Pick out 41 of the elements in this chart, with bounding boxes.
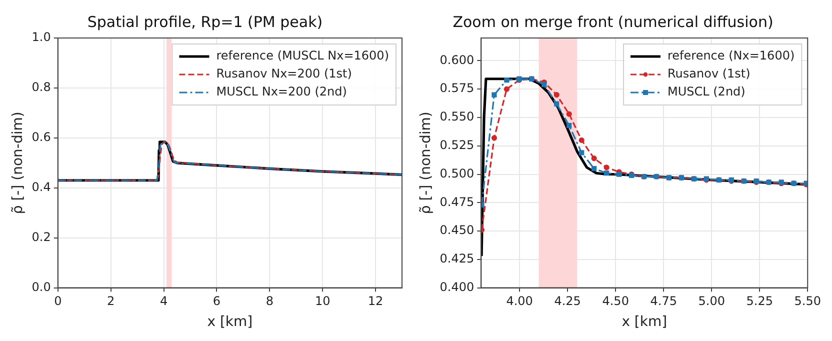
y-tick-label: 0.525 (440, 138, 474, 152)
y-tick-label: 0.8 (32, 80, 51, 94)
chart-title: Zoom on merge front (numerical diffusion) (452, 12, 774, 31)
legend-label: Rusanov Nx=200 (1st) (216, 66, 352, 81)
x-axis-title: x [km] (622, 314, 668, 330)
y-tick-label: 0.6 (32, 130, 51, 144)
x-tick-label: 0 (54, 294, 62, 308)
y-tick-label: 0.600 (440, 52, 474, 67)
y-tick-label: 0.2 (32, 230, 51, 244)
y-tick-label: 0.400 (440, 280, 474, 294)
x-tick-label: 4.50 (602, 294, 629, 308)
x-tick-label: 5.25 (746, 294, 773, 308)
y-axis-title: ρ̃ [-] (non-dim) (418, 112, 434, 214)
x-tick-label: 2 (107, 294, 115, 308)
x-tick-label: 4.00 (506, 294, 533, 308)
x-tick-label: 5.50 (794, 294, 821, 308)
legend-label: reference (Nx=1600) (667, 48, 795, 63)
y-tick-label: 0.4 (32, 180, 51, 194)
x-tick-label: 8 (266, 294, 274, 308)
y-tick-label: 0.0 (32, 280, 51, 294)
x-tick-label: 10 (314, 294, 330, 308)
x-tick-label: 6 (212, 294, 221, 308)
y-tick-label: 0.550 (440, 110, 474, 124)
y-tick-label: 0.500 (440, 166, 474, 180)
x-tick-label: 4 (160, 294, 168, 308)
legend-label: MUSCL Nx=200 (2nd) (216, 84, 347, 99)
x-tick-label: 5.00 (698, 294, 725, 308)
x-axis-title: x [km] (207, 314, 253, 330)
legend-label: Rusanov (1st) (667, 66, 750, 81)
x-tick-label: 4.25 (554, 294, 581, 308)
y-tick-label: 1.0 (32, 30, 51, 44)
chart-title: Spatial profile, Rp=1 (PM peak) (87, 12, 323, 31)
y-tick-label: 0.450 (440, 223, 474, 238)
legend-label: MUSCL (2nd) (667, 84, 746, 99)
x-tick-label: 4.75 (650, 294, 677, 308)
x-tick-label: 12 (368, 294, 384, 308)
legend-label: reference (MUSCL Nx=1600) (216, 48, 389, 63)
y-tick-label: 0.575 (440, 81, 474, 96)
y-axis-title: ρ̃ [-] (non-dim) (10, 112, 26, 214)
y-tick-label: 0.475 (440, 194, 474, 209)
y-tick-label: 0.425 (440, 252, 474, 266)
